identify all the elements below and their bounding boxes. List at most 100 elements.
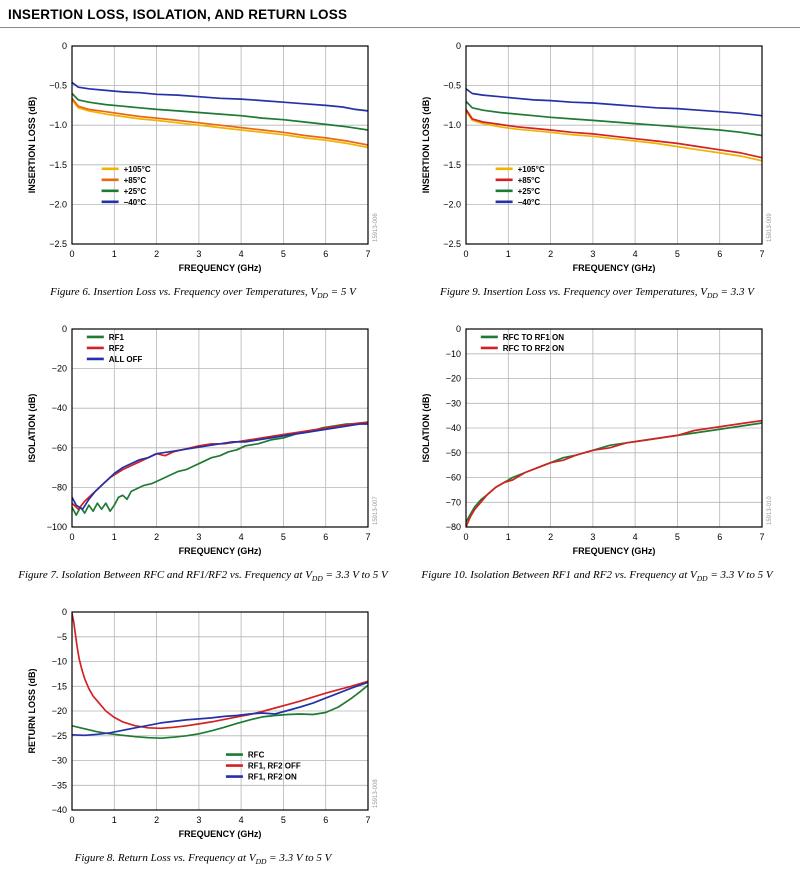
legend-label: RFC <box>248 751 265 760</box>
x-tick-label: 0 <box>463 249 468 259</box>
y-tick-label: −40 <box>52 805 67 815</box>
chart-svg: 0 1 2 3 4 5 6 7 0 −20 −40 −60 −80 −100 FREQUENCY (GHz)… <box>27 324 379 556</box>
x-tick-label: 5 <box>281 815 286 825</box>
y-tick-label: −70 <box>446 497 461 507</box>
figure-6: 0 1 2 3 4 5 6 7 0 −0.5 −1.0 −1.5 −2.0 −2.5 FREQUENCY (… <box>6 36 400 303</box>
legend-label: RF1, RF2 ON <box>248 773 297 782</box>
x-tick-label: 1 <box>112 249 117 259</box>
x-tick-label: 3 <box>590 532 595 542</box>
y-tick-label: −1.0 <box>49 120 67 130</box>
x-tick-label: 5 <box>675 249 680 259</box>
figure-code: 15913-008 <box>373 779 379 808</box>
chart-svg: 0 1 2 3 4 5 6 7 0 −0.5 −1.0 −1.5 −2.0 −2.5 FREQUENCY (… <box>27 41 379 273</box>
y-tick-label: −100 <box>47 522 67 532</box>
y-axis-label: ISOLATION (dB) <box>421 394 431 463</box>
x-tick-label: 3 <box>590 249 595 259</box>
plot-frame <box>465 328 763 528</box>
legend-label: +85°C <box>124 176 147 185</box>
y-axis-label: ISOLATION (dB) <box>27 394 37 463</box>
figure-8-caption: Figure 8. Return Loss vs. Frequency at V… <box>75 851 332 869</box>
x-tick-label: 2 <box>548 532 553 542</box>
x-tick-label: 6 <box>323 249 328 259</box>
x-axis-label: FREQUENCY (GHz) <box>179 263 262 273</box>
series-+105-c <box>466 110 762 162</box>
figure-code: 15913-010 <box>767 496 773 525</box>
y-tick-label: 0 <box>456 41 461 51</box>
legend: RFC RF1, RF2 OFF RF1, RF2 ON <box>225 751 301 782</box>
y-axis-label: INSERTION LOSS (dB) <box>421 97 431 194</box>
y-tick-label: −0.5 <box>49 81 67 91</box>
x-axis-label: FREQUENCY (GHz) <box>573 546 656 556</box>
x-tick-label: 5 <box>281 532 286 542</box>
series-40-c <box>72 81 368 112</box>
x-tick-label: 3 <box>196 532 201 542</box>
page-header: INSERTION LOSS, ISOLATION, AND RETURN LO… <box>0 0 800 28</box>
x-tick-label: 4 <box>239 815 244 825</box>
legend-label: RFC TO RF1 ON <box>503 333 564 342</box>
y-tick-label: −2.5 <box>49 239 67 249</box>
x-axis-label: FREQUENCY (GHz) <box>179 829 262 839</box>
x-tick-label: 4 <box>633 249 638 259</box>
y-tick-label: −0.5 <box>443 81 461 91</box>
legend-label: RF1, RF2 OFF <box>248 762 301 771</box>
figure-7-caption: Figure 7. Isolation Between RFC and RF1/… <box>18 568 387 586</box>
series-+25-c <box>72 92 368 131</box>
figure-10-chart: 0 1 2 3 4 5 6 7 0 −10 −20 −30 −40 −50 −60 −70 −80 FREQUEN… <box>414 319 780 565</box>
y-tick-label: −5 <box>57 632 67 642</box>
x-tick-label: 7 <box>759 532 764 542</box>
x-tick-label: 0 <box>69 815 74 825</box>
y-tick-label: −2.0 <box>49 199 67 209</box>
caption-text: = 5 V <box>327 286 356 298</box>
x-tick-label: 3 <box>196 815 201 825</box>
y-tick-label: −25 <box>52 731 67 741</box>
x-tick-label: 1 <box>112 815 117 825</box>
caption-text: Figure 9. Insertion Loss vs. Frequency o… <box>440 286 707 298</box>
figure-10-caption: Figure 10. Isolation Between RF1 and RF2… <box>421 568 772 586</box>
x-tick-label: 7 <box>365 249 370 259</box>
y-tick-label: 0 <box>456 324 461 334</box>
legend-label: +85°C <box>518 176 541 185</box>
x-tick-label: 4 <box>239 249 244 259</box>
y-tick-label: −30 <box>52 756 67 766</box>
series-40-c <box>466 87 762 117</box>
legend-label: +105°C <box>124 165 151 174</box>
x-tick-label: 4 <box>239 532 244 542</box>
caption-subscript: DD <box>311 574 323 584</box>
figure-7-chart: 0 1 2 3 4 5 6 7 0 −20 −40 −60 −80 −100 FREQUENCY (GHz)… <box>20 319 386 565</box>
legend-label: RFC TO RF2 ON <box>503 344 564 353</box>
x-axis-label: FREQUENCY (GHz) <box>179 546 262 556</box>
y-axis-label: INSERTION LOSS (dB) <box>27 97 37 194</box>
figure-6-chart: 0 1 2 3 4 5 6 7 0 −0.5 −1.0 −1.5 −2.0 −2.5 FREQUENCY (… <box>20 36 386 282</box>
x-tick-label: 7 <box>365 815 370 825</box>
chart-svg: 0 1 2 3 4 5 6 7 0 −0.5 −1.0 −1.5 −2.0 −2.5 FREQUENCY (… <box>421 41 773 273</box>
x-tick-label: 1 <box>112 532 117 542</box>
y-tick-label: −30 <box>446 398 461 408</box>
figure-code: 15913-006 <box>373 213 379 242</box>
legend-label: +105°C <box>518 165 545 174</box>
caption-text: = 3.3 V to 5 V <box>322 569 388 582</box>
series-all-off <box>72 423 368 511</box>
caption-text: = 3.3 V to 5 V <box>266 852 332 865</box>
x-tick-label: 6 <box>717 249 722 259</box>
x-tick-label: 7 <box>759 249 764 259</box>
x-tick-label: 2 <box>548 249 553 259</box>
y-tick-label: −40 <box>446 423 461 433</box>
caption-text: Figure 10. Isolation Between RF1 and RF2… <box>421 569 697 582</box>
x-tick-label: 0 <box>463 532 468 542</box>
x-tick-label: 0 <box>69 249 74 259</box>
x-tick-label: 1 <box>506 532 511 542</box>
caption-subscript: DD <box>255 857 267 867</box>
y-tick-label: 0 <box>62 41 67 51</box>
caption-subscript: DD <box>706 291 718 301</box>
y-tick-label: −80 <box>52 483 67 493</box>
figure-6-caption: Figure 6. Insertion Loss vs. Frequency o… <box>50 285 356 303</box>
figure-7: 0 1 2 3 4 5 6 7 0 −20 −40 −60 −80 −100 FREQUENCY (GHz)… <box>6 319 400 586</box>
figure-9-chart: 0 1 2 3 4 5 6 7 0 −0.5 −1.0 −1.5 −2.0 −2.5 FREQUENCY (… <box>414 36 780 282</box>
y-tick-label: −40 <box>52 403 67 413</box>
y-axis-label: RETURN LOSS (dB) <box>27 669 37 754</box>
figure-10: 0 1 2 3 4 5 6 7 0 −10 −20 −30 −40 −50 −60 −70 −80 FREQUEN… <box>400 319 794 586</box>
y-tick-label: −20 <box>52 364 67 374</box>
plot-frame <box>71 611 369 811</box>
chart-svg: 0 1 2 3 4 5 6 7 0 −10 −20 −30 −40 −50 −60 −70 −80 FREQUEN… <box>421 324 773 556</box>
y-tick-label: −80 <box>446 522 461 532</box>
